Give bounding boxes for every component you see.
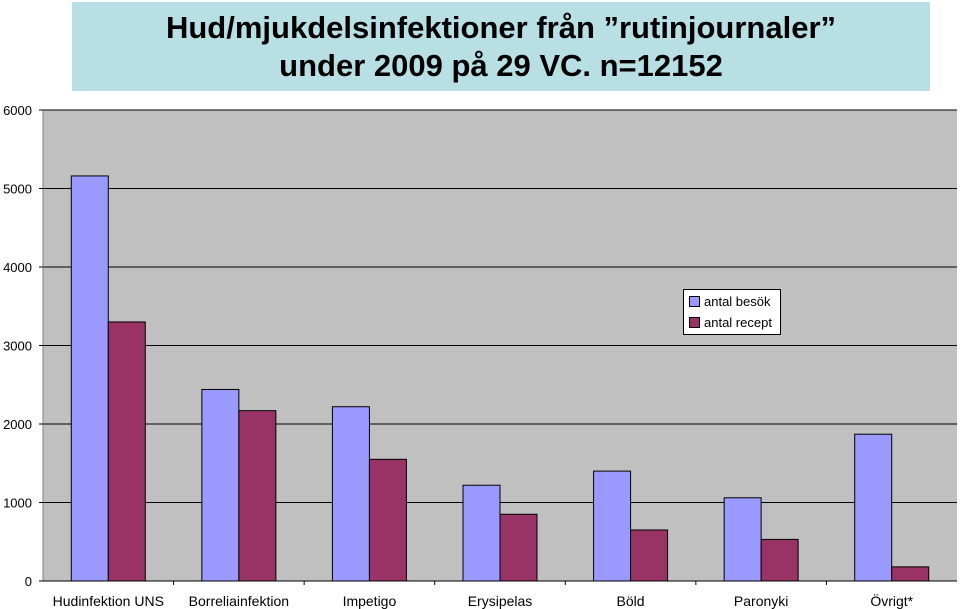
y-tick-label: 4000 [3, 260, 32, 275]
bar-recept [368, 458, 407, 582]
y-tick-label: 1000 [3, 496, 32, 511]
bar-recept [891, 566, 930, 582]
bar-recept [499, 513, 538, 582]
chart-title-box: Hud/mjukdelsinfektioner från ”rutinjourn… [72, 2, 930, 91]
legend-swatch-besok [689, 295, 700, 307]
chart-title: Hud/mjukdelsinfektioner från ”rutinjourn… [165, 9, 837, 83]
gridlines [43, 109, 957, 503]
x-tick-label: Hudinfektion UNS [53, 593, 164, 609]
y-tick-label: 3000 [3, 339, 32, 354]
bar-besok [462, 484, 501, 582]
legend-swatch-recept [689, 316, 700, 328]
bar-besok [331, 406, 370, 582]
legend-item-recept: antal recept [689, 314, 772, 330]
bar-recept [630, 529, 669, 582]
bar-recept [760, 538, 799, 582]
legend: antal besök antal recept [683, 289, 781, 335]
bar-besok [593, 470, 632, 582]
bar-besok [70, 175, 109, 582]
bar-besok [723, 497, 762, 582]
y-tick-label: 5000 [3, 182, 32, 197]
y-axis-ticks: 0 1000 2000 3000 4000 5000 6000 [3, 103, 43, 589]
y-tick-label: 2000 [3, 417, 32, 432]
y-tick-label: 6000 [3, 103, 32, 118]
bar-recept [238, 410, 277, 582]
x-tick-label: Borreliainfektion [189, 593, 289, 609]
bars [70, 175, 930, 582]
x-axis-labels: Hudinfektion UNS Borreliainfektion Impetig… [53, 592, 914, 609]
legend-item-besok: antal besök [689, 293, 771, 309]
bar-besok [201, 388, 240, 582]
x-tick-label: Erysipelas [468, 593, 533, 609]
y-tick-label: 0 [25, 574, 32, 589]
bar-recept [107, 321, 146, 582]
legend-label-recept: antal recept [704, 314, 772, 330]
legend-label-besok: antal besök [704, 293, 771, 309]
x-tick-label: Paronyki [734, 593, 788, 609]
x-tick-label: Böld [617, 593, 645, 609]
bar-besok [854, 433, 893, 582]
x-tick-label: Övrigt* [870, 592, 913, 609]
x-tick-label: Impetigo [343, 593, 397, 609]
